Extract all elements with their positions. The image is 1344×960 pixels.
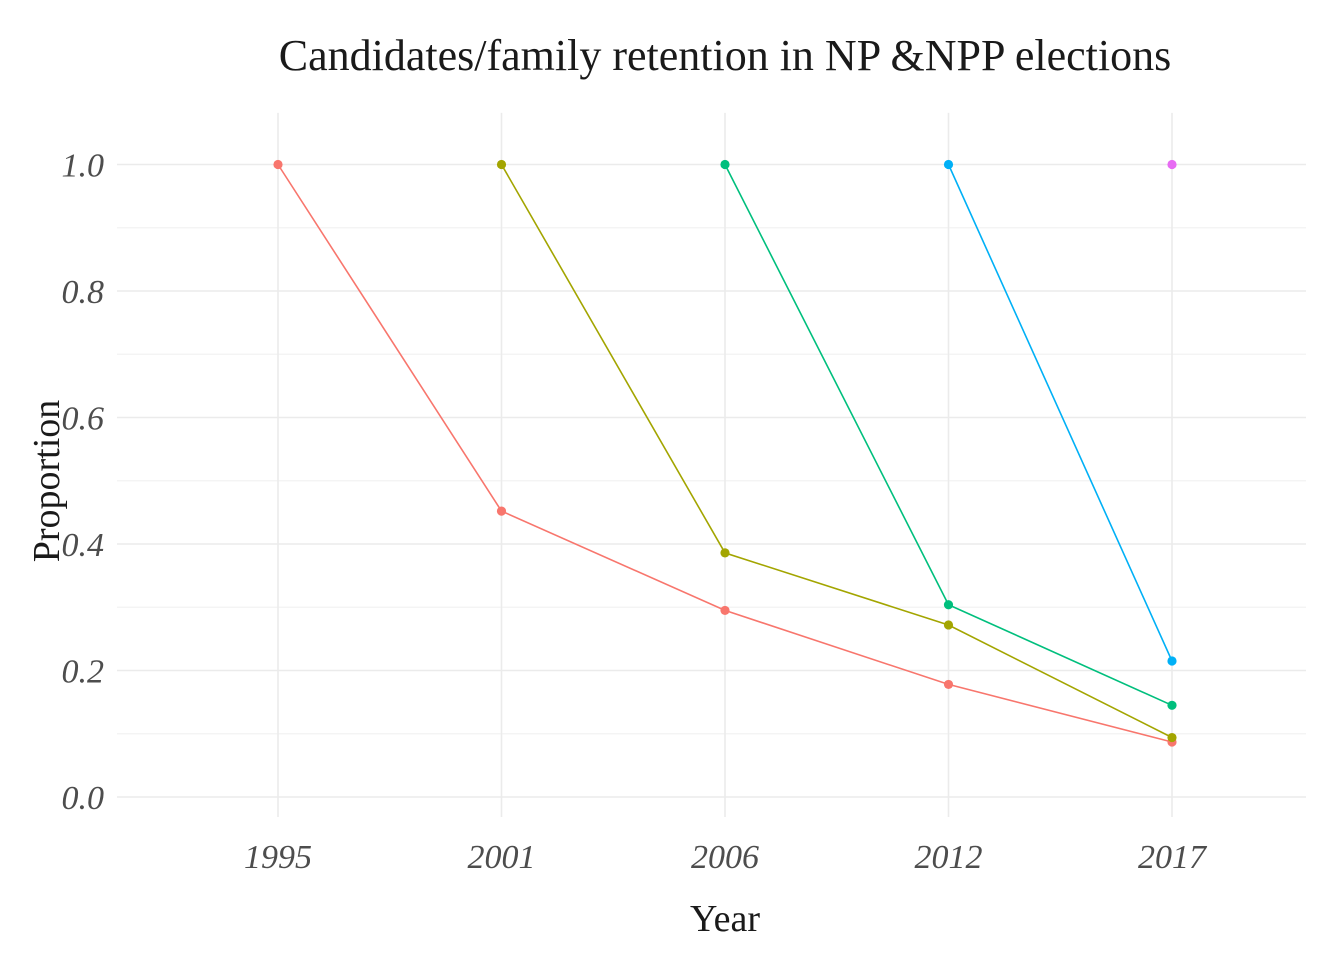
chart-title: Candidates/family retention in NP &NPP e… [279, 31, 1172, 80]
data-point [273, 159, 283, 170]
grid-lines [117, 112, 1306, 817]
x-tick-label: 2001 [468, 839, 536, 876]
data-point [496, 506, 507, 516]
y-tick-label: 1.0 [62, 148, 105, 185]
data-point [1167, 159, 1177, 170]
data-point [1167, 656, 1177, 666]
x-tick-label: 2017 [1138, 839, 1208, 876]
y-tick-label: 0.0 [62, 780, 105, 817]
data-point [720, 159, 730, 170]
data-point [720, 548, 730, 558]
y-tick-label: 0.2 [62, 654, 105, 691]
data-point [1167, 700, 1177, 710]
data-point [943, 600, 954, 610]
series-line-2 [500, 164, 1173, 739]
y-axis-ticks: 0.0 0.2 0.4 0.6 0.8 1.0 [62, 148, 105, 818]
data-point [496, 159, 507, 170]
y-tick-label: 0.6 [62, 401, 105, 438]
data-point [943, 159, 954, 170]
x-tick-label: 2006 [691, 839, 759, 876]
series-line-4 [947, 164, 1173, 662]
data-point [943, 679, 954, 690]
y-tick-label: 0.8 [62, 274, 105, 311]
x-tick-label: 1995 [244, 839, 312, 876]
data-point [943, 620, 954, 630]
series-points [273, 159, 1177, 747]
data-point [1167, 732, 1177, 743]
x-axis-ticks: 1995 2001 2006 2012 2017 [244, 839, 1208, 876]
y-axis-title: Proportion [26, 400, 68, 563]
data-point [720, 605, 730, 616]
y-tick-label: 0.4 [62, 527, 105, 564]
x-axis-title: Year [690, 898, 760, 940]
x-tick-label: 2012 [915, 839, 983, 876]
